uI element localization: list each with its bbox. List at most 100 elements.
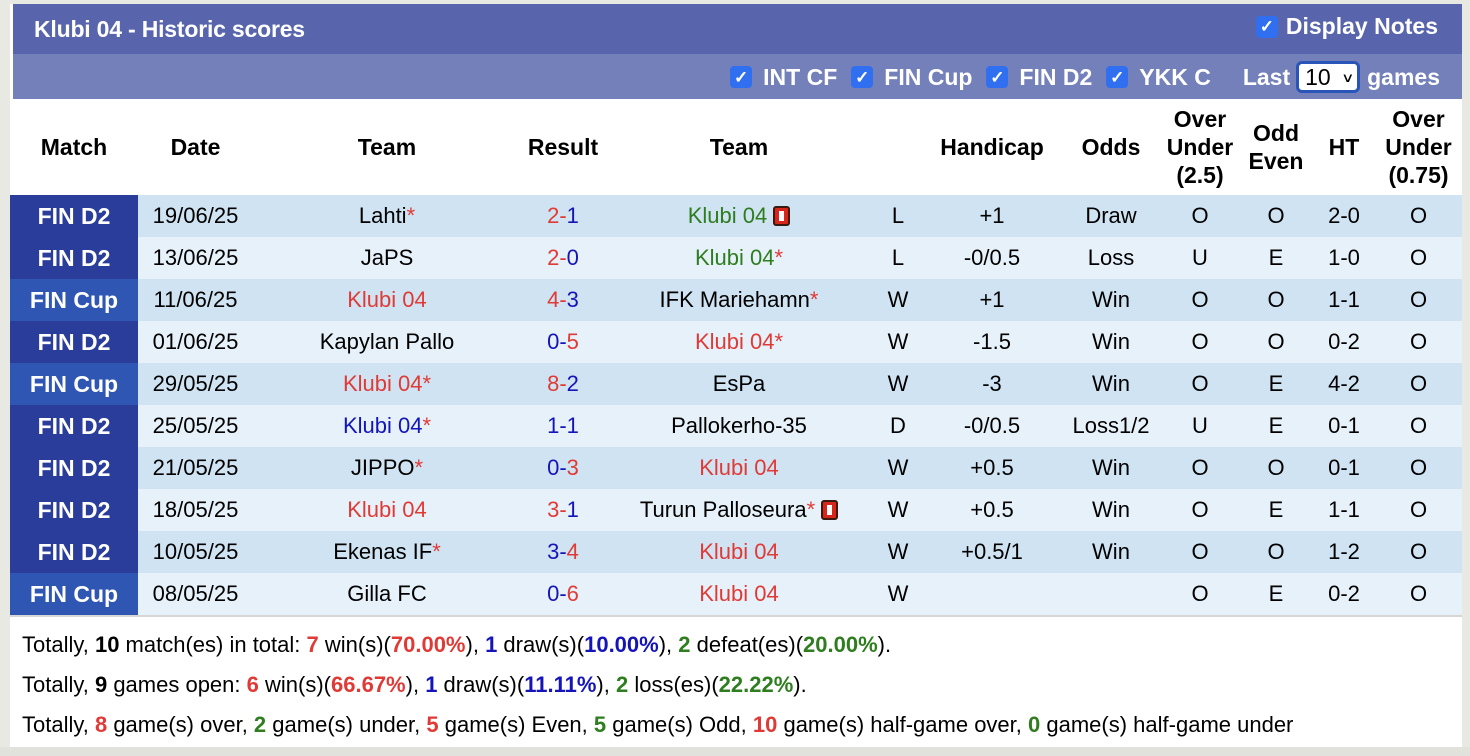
table-row[interactable]: FIN Cup 11/06/25 Klubi 04 4-3 IFK Mariehamn*… <box>10 279 1462 321</box>
away-team[interactable]: Klubi 04 <box>605 573 873 617</box>
away-team[interactable]: Klubi 04 <box>605 447 873 489</box>
home-score: 0 <box>547 581 560 606</box>
home-team[interactable]: Klubi 04 <box>253 489 521 531</box>
handicap: +0.5 <box>923 489 1061 531</box>
match-result[interactable]: 2-0 <box>521 237 605 279</box>
away-team-name[interactable]: IFK Mariehamn <box>659 287 810 312</box>
home-team-name[interactable]: Kapylan Pallo <box>319 329 455 354</box>
half-time-score: 1-0 <box>1313 237 1375 279</box>
match-result[interactable]: 2-1 <box>521 195 605 237</box>
table-row[interactable]: FIN D2 19/06/25 Lahti* 2-1 Klubi 04 L +1 Draw O O… <box>10 195 1462 237</box>
home-team-name[interactable]: Klubi 04 <box>342 413 423 438</box>
home-team-name[interactable]: JIPPO <box>350 455 415 480</box>
table-row[interactable]: FIN Cup 08/05/25 Gilla FC 0-6 Klubi 04 W O E 0-2… <box>10 573 1462 617</box>
home-team[interactable]: JaPS <box>253 237 521 279</box>
away-team[interactable]: Pallokerho-35 <box>605 405 873 447</box>
away-team[interactable]: EsPa <box>605 363 873 405</box>
home-team[interactable]: Kapylan Pallo <box>253 321 521 363</box>
home-team-name[interactable]: JaPS <box>360 245 414 270</box>
away-score: 1 <box>566 413 579 438</box>
over-under-0-75: O <box>1375 195 1462 237</box>
filter-int-cf[interactable]: ✓ INT CF <box>730 64 837 91</box>
match-competition[interactable]: FIN D2 <box>10 447 138 489</box>
over-under-2-5: O <box>1161 531 1239 573</box>
away-team-name[interactable]: Klubi 04 <box>694 245 775 270</box>
match-competition[interactable]: FIN D2 <box>10 237 138 279</box>
away-team-name[interactable]: Klubi 04 <box>699 539 779 564</box>
checkmark-icon[interactable]: ✓ <box>1255 15 1278 38</box>
away-team-name[interactable]: Klubi 04 <box>687 203 768 228</box>
match-result[interactable]: 0-5 <box>521 321 605 363</box>
away-team[interactable]: Klubi 04 <box>605 195 873 237</box>
table-row[interactable]: FIN D2 25/05/25 Klubi 04* 1-1 Pallokerho-35 D… <box>10 405 1462 447</box>
table-row[interactable]: FIN D2 13/06/25 JaPS 2-0 Klubi 04* L -0/0.5 Los… <box>10 237 1462 279</box>
display-notes-toggle[interactable]: ✓ Display Notes <box>1255 13 1438 40</box>
summary-over-under-line: Totally, 8 game(s) over, 2 game(s) under… <box>22 712 1294 737</box>
home-team[interactable]: Lahti* <box>253 195 521 237</box>
match-result[interactable]: 4-3 <box>521 279 605 321</box>
away-star-marker: * <box>774 329 784 354</box>
match-result[interactable]: 0-3 <box>521 447 605 489</box>
home-star-marker: * <box>432 539 441 564</box>
win-loss: W <box>873 573 923 617</box>
match-result[interactable]: 8-2 <box>521 363 605 405</box>
home-score: 2 <box>547 203 560 228</box>
home-team-name[interactable]: Gilla FC <box>347 581 427 606</box>
half-time-score: 1-1 <box>1313 279 1375 321</box>
match-competition[interactable]: FIN D2 <box>10 321 138 363</box>
home-team-name[interactable]: Lahti <box>358 203 407 228</box>
col-ht: HT <box>1313 99 1375 195</box>
match-result[interactable]: 3-4 <box>521 531 605 573</box>
odd-even: O <box>1239 321 1313 363</box>
table-row[interactable]: FIN Cup 29/05/25 Klubi 04* 8-2 EsPa W -3 Win O E 4… <box>10 363 1462 405</box>
red-card-icon <box>773 206 791 226</box>
away-team[interactable]: Turun Palloseura* <box>605 489 873 531</box>
away-team[interactable]: Klubi 04* <box>605 237 873 279</box>
table-row[interactable]: FIN D2 10/05/25 Ekenas IF* 3-4 Klubi 04 W +0.5… <box>10 531 1462 573</box>
checkbox-checked-icon[interactable]: ✓ <box>986 66 1009 88</box>
match-competition[interactable]: FIN Cup <box>10 363 138 405</box>
match-competition[interactable]: FIN D2 <box>10 195 138 237</box>
home-team[interactable]: Klubi 04 <box>253 279 521 321</box>
match-competition[interactable]: FIN D2 <box>10 489 138 531</box>
away-team-name[interactable]: Turun Palloseura <box>639 497 807 522</box>
filter-fin-cup[interactable]: ✓ FIN Cup <box>851 64 972 91</box>
home-team[interactable]: Gilla FC <box>253 573 521 617</box>
last-games-select[interactable]: 10 ∨ <box>1296 61 1361 93</box>
table-row[interactable]: FIN D2 18/05/25 Klubi 04 3-1 Turun Palloseur… <box>10 489 1462 531</box>
away-team-name[interactable]: Klubi 04 <box>699 455 779 480</box>
home-team-name[interactable]: Ekenas IF <box>333 539 433 564</box>
match-competition[interactable]: FIN Cup <box>10 573 138 617</box>
filter-ykk-c[interactable]: ✓ YKK C <box>1106 64 1211 91</box>
away-team-name[interactable]: Klubi 04 <box>694 329 775 354</box>
home-team[interactable]: Klubi 04* <box>253 363 521 405</box>
home-team[interactable]: JIPPO* <box>253 447 521 489</box>
checkbox-checked-icon[interactable]: ✓ <box>851 66 874 88</box>
filter-fin-d2[interactable]: ✓ FIN D2 <box>986 64 1092 91</box>
match-competition[interactable]: FIN D2 <box>10 405 138 447</box>
home-team-name[interactable]: Klubi 04 <box>347 287 427 312</box>
table-row[interactable]: FIN D2 21/05/25 JIPPO* 0-3 Klubi 04 W +0.5 Win O… <box>10 447 1462 489</box>
away-team-name[interactable]: EsPa <box>712 371 766 396</box>
match-competition[interactable]: FIN D2 <box>10 531 138 573</box>
home-team[interactable]: Klubi 04* <box>253 405 521 447</box>
match-result[interactable]: 1-1 <box>521 405 605 447</box>
match-result[interactable]: 3-1 <box>521 489 605 531</box>
away-team[interactable]: Klubi 04 <box>605 531 873 573</box>
table-row[interactable]: FIN D2 01/06/25 Kapylan Pallo 0-5 Klubi 04* W… <box>10 321 1462 363</box>
away-team[interactable]: Klubi 04* <box>605 321 873 363</box>
home-team[interactable]: Ekenas IF* <box>253 531 521 573</box>
historic-scores-panel: Klubi 04 - Historic scores ✓ Display Not… <box>10 4 1462 747</box>
away-team-name[interactable]: Pallokerho-35 <box>671 413 807 438</box>
home-team-name[interactable]: Klubi 04 <box>342 371 423 396</box>
match-competition[interactable]: FIN Cup <box>10 279 138 321</box>
checkbox-checked-icon[interactable]: ✓ <box>1106 66 1129 88</box>
match-result[interactable]: 0-6 <box>521 573 605 617</box>
over-under-2-5: U <box>1161 405 1239 447</box>
checkbox-checked-icon[interactable]: ✓ <box>730 66 753 88</box>
away-team-name[interactable]: Klubi 04 <box>699 581 779 606</box>
away-team[interactable]: IFK Mariehamn* <box>605 279 873 321</box>
col-home-team: Team <box>253 99 521 195</box>
summary-open-games-line: Totally, 9 games open: 6 win(s)(66.67%),… <box>22 672 807 697</box>
home-team-name[interactable]: Klubi 04 <box>347 497 427 522</box>
